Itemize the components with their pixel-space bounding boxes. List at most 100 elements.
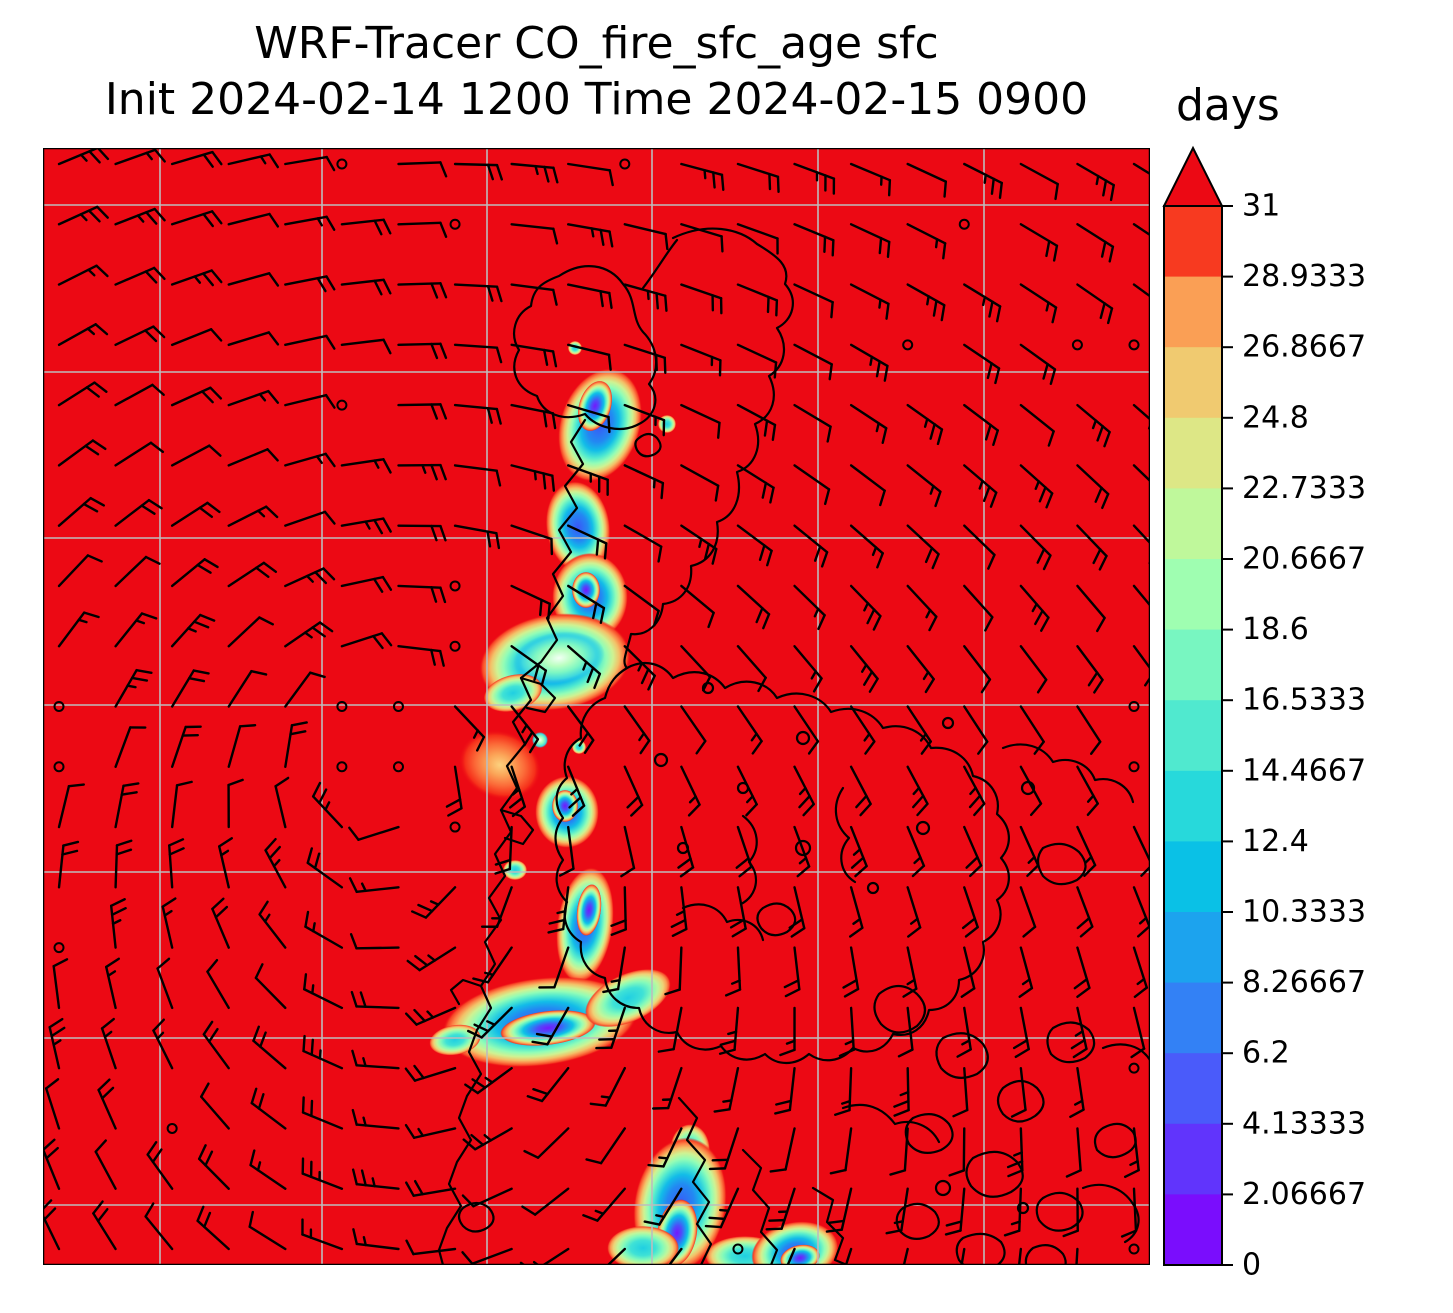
wind-barb-feather bbox=[290, 721, 308, 727]
wind-barb-feather bbox=[977, 740, 989, 755]
wind-barb-feather bbox=[193, 620, 210, 629]
wind-barb-feather bbox=[206, 958, 219, 973]
wind-barb-feather bbox=[209, 386, 223, 400]
wind-barb-half-feather bbox=[1084, 855, 1093, 864]
wind-barb-feather bbox=[528, 738, 540, 754]
wind-barb-feather bbox=[206, 501, 221, 514]
wind-barb-shaft bbox=[227, 389, 270, 407]
wind-barb-feather bbox=[302, 1034, 306, 1053]
coastline-path bbox=[449, 978, 483, 1006]
wind-barb-shaft bbox=[510, 464, 554, 477]
wind-barb-half-feather bbox=[655, 1214, 666, 1219]
wind-barb-feather bbox=[207, 1027, 219, 1043]
wind-barb-shaft bbox=[57, 381, 96, 407]
wind-barb-shaft bbox=[114, 612, 144, 648]
wind-barb-feather bbox=[250, 669, 268, 676]
wind-barb-feather bbox=[1130, 1047, 1146, 1059]
wind-barb-feather bbox=[144, 1202, 155, 1218]
wind-barb-shaft bbox=[453, 403, 499, 411]
wind-barb-shaft bbox=[1019, 946, 1034, 990]
wind-barb-feather bbox=[831, 239, 835, 257]
wind-barb-feather bbox=[161, 897, 177, 908]
wind-barb-shaft bbox=[623, 464, 665, 485]
colorbar-band bbox=[1164, 559, 1222, 631]
wind-barb-shaft bbox=[227, 561, 266, 588]
wind-barb-half-feather bbox=[590, 227, 595, 238]
tracer-plume bbox=[572, 572, 600, 608]
wind-barb-feather bbox=[724, 988, 742, 997]
wind-barb-feather bbox=[826, 425, 832, 443]
wind-barb-half-feather bbox=[922, 670, 930, 681]
wind-barb-half-feather bbox=[871, 546, 878, 557]
wind-barb-shaft bbox=[793, 162, 836, 180]
wind-barb-feather bbox=[1103, 430, 1111, 448]
wind-barb-shaft bbox=[340, 218, 385, 226]
colorbar-tick-label: 24.8 bbox=[1242, 400, 1309, 435]
wind-barb-half-feather bbox=[426, 1010, 435, 1019]
wind-barb-feather bbox=[704, 542, 710, 560]
wind-barb-half-feather bbox=[810, 670, 817, 680]
wind-barb-feather bbox=[250, 1087, 258, 1105]
wind-barb-shaft bbox=[340, 632, 384, 648]
wind-barb-half-feather bbox=[852, 848, 862, 856]
wind-barb-shaft bbox=[844, 1247, 853, 1265]
wind-barb-shaft bbox=[963, 1006, 972, 1051]
wind-barb-half-feather bbox=[79, 153, 88, 162]
wind-barb-shaft bbox=[227, 616, 261, 648]
wind-barb-feather bbox=[267, 389, 280, 404]
wind-barb-shaft bbox=[680, 162, 724, 177]
wind-barb-feather bbox=[543, 165, 550, 183]
wind-barb-feather bbox=[1101, 492, 1110, 510]
wind-barb-feather bbox=[1072, 1047, 1088, 1059]
wind-barb-feather bbox=[655, 292, 659, 310]
wind-barb-half-feather bbox=[429, 900, 440, 906]
wind-barb-shaft bbox=[114, 844, 119, 889]
wind-barb-feather bbox=[932, 299, 938, 317]
wind-barb-feather bbox=[1014, 1047, 1030, 1059]
wind-barb-feather bbox=[802, 802, 815, 817]
lake-island-contour bbox=[1016, 1201, 1030, 1215]
wind-barb-feather bbox=[907, 926, 922, 938]
wind-barb-feather bbox=[372, 634, 384, 650]
wind-barb-shaft bbox=[284, 155, 328, 166]
wind-barb-feather bbox=[145, 211, 158, 225]
wind-barb-feather bbox=[944, 1229, 962, 1236]
wind-barb-shaft bbox=[1132, 1127, 1140, 1172]
wind-barb-feather bbox=[878, 236, 883, 255]
colorbar-outline bbox=[1163, 205, 1223, 1266]
wind-barb-feather bbox=[671, 927, 688, 937]
wind-barb-feather bbox=[211, 150, 223, 166]
colorbar-band bbox=[1164, 1123, 1222, 1195]
calm-wind-marker bbox=[166, 1122, 178, 1134]
wind-barb-feather bbox=[438, 649, 445, 667]
wind-barb-shaft bbox=[963, 403, 999, 432]
wind-barb-feather bbox=[712, 171, 716, 189]
wind-barb-shaft bbox=[284, 275, 328, 286]
coastline-path bbox=[634, 432, 662, 458]
wind-barbs-layer bbox=[43, 148, 1150, 1265]
wind-barb-feather bbox=[414, 954, 429, 967]
wind-barb-feather bbox=[583, 739, 595, 754]
wind-barb-feather bbox=[885, 1229, 903, 1235]
wind-barb-feather bbox=[1123, 1168, 1140, 1179]
wind-barb-feather bbox=[854, 864, 868, 878]
wind-barb-half-feather bbox=[1091, 419, 1098, 430]
wind-barb-shaft bbox=[284, 724, 294, 768]
wind-barb-shaft bbox=[412, 1127, 457, 1139]
wind-barb-shaft bbox=[567, 825, 575, 870]
colorbar-band bbox=[1164, 629, 1222, 701]
wind-barb-shaft bbox=[1019, 645, 1048, 681]
wind-barb-shaft bbox=[960, 1247, 966, 1265]
lake-island-contour bbox=[941, 716, 955, 730]
wind-barb-feather bbox=[1102, 179, 1108, 197]
wind-barb-shaft bbox=[476, 1066, 513, 1095]
wind-barb-feather bbox=[325, 334, 336, 350]
wind-barb-feather bbox=[349, 933, 358, 950]
wind-barb-feather bbox=[838, 1048, 855, 1058]
tracer-plume bbox=[552, 790, 578, 822]
calm-wind-marker bbox=[449, 218, 461, 230]
calm-wind-marker bbox=[1128, 761, 1140, 773]
wind-barb-feather bbox=[310, 1099, 314, 1118]
wind-barb-feather bbox=[886, 240, 891, 259]
